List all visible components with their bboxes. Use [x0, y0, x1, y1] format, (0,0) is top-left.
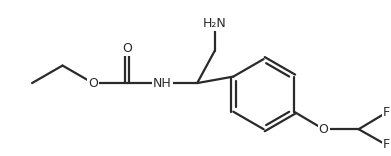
- Text: F: F: [383, 106, 390, 119]
- Text: F: F: [383, 138, 390, 151]
- Text: H₂N: H₂N: [203, 17, 227, 30]
- Text: O: O: [88, 77, 98, 90]
- Text: O: O: [319, 123, 328, 136]
- Text: O: O: [122, 41, 132, 54]
- Text: NH: NH: [153, 77, 172, 90]
